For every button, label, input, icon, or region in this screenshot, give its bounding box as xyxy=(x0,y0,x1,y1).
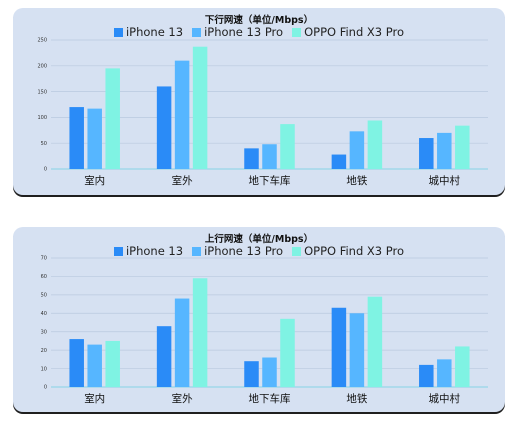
upload-chart-card: 上行网速（单位/Mbps） iPhone 13 iPhone 13 Pro OP… xyxy=(13,227,505,412)
y-tick-label: 40 xyxy=(41,311,47,317)
bar[interactable] xyxy=(419,138,434,169)
bar[interactable] xyxy=(156,326,172,387)
chart-legend: iPhone 13 iPhone 13 Pro OPPO Find X3 Pro xyxy=(13,25,505,39)
bar[interactable] xyxy=(174,60,190,169)
bar[interactable] xyxy=(262,144,277,169)
bar[interactable] xyxy=(455,346,470,387)
bar[interactable] xyxy=(455,125,470,169)
legend-swatch xyxy=(113,27,123,37)
legend-swatch xyxy=(292,27,302,37)
bar[interactable] xyxy=(174,298,190,387)
bar[interactable] xyxy=(331,307,347,387)
y-tick-label: 10 xyxy=(41,366,47,372)
legend-swatch xyxy=(192,246,202,256)
legend-item-iphone13pro[interactable]: iPhone 13 Pro xyxy=(192,25,283,39)
x-category-label: 城中村 xyxy=(429,392,461,405)
x-category-label: 室内 xyxy=(84,174,105,187)
chart-title: 上行网速（单位/Mbps） xyxy=(204,234,314,245)
bar[interactable] xyxy=(280,124,295,169)
x-category-label: 地铁 xyxy=(346,174,367,187)
legend-label: iPhone 13 Pro xyxy=(204,244,284,258)
y-tick-label: 250 xyxy=(37,38,47,44)
bar[interactable] xyxy=(280,318,295,387)
legend-swatch xyxy=(113,246,123,256)
legend-label: iPhone 13 Pro xyxy=(204,25,284,39)
bar[interactable] xyxy=(349,131,365,169)
legend-item-oppo-find-x3-pro[interactable]: OPPO Find X3 Pro xyxy=(292,25,404,39)
legend-label: OPPO Find X3 Pro xyxy=(304,244,405,258)
bar[interactable] xyxy=(437,359,452,387)
bar[interactable] xyxy=(156,86,172,169)
y-tick-label: 70 xyxy=(41,256,47,262)
bar[interactable] xyxy=(419,364,434,387)
bar[interactable] xyxy=(262,357,277,387)
chart-legend: iPhone 13 iPhone 13 Pro OPPO Find X3 Pro xyxy=(13,244,505,258)
x-category-label: 室外 xyxy=(172,174,193,187)
x-category-label: 地下车库 xyxy=(249,174,291,187)
bar[interactable] xyxy=(192,46,208,169)
x-category-label: 城中村 xyxy=(429,174,461,187)
bar[interactable] xyxy=(87,344,102,387)
bar[interactable] xyxy=(69,107,84,169)
bar[interactable] xyxy=(244,361,259,387)
x-category-label: 地下车库 xyxy=(249,392,291,405)
bar[interactable] xyxy=(331,154,347,169)
bar[interactable] xyxy=(437,132,452,169)
bar[interactable] xyxy=(87,108,102,169)
legend-label: iPhone 13 xyxy=(125,25,184,39)
y-tick-label: 20 xyxy=(41,348,47,354)
download-bar-chart: 0 50 100 150 200 250 室内 室外 地下车库 地铁 城中村 xyxy=(37,38,488,187)
chart-title: 下行网速（单位/Mbps） xyxy=(204,15,314,26)
legend-label: OPPO Find X3 Pro xyxy=(304,25,405,39)
bar[interactable] xyxy=(367,120,383,169)
y-tick-label: 0 xyxy=(44,167,47,173)
y-tick-label: 50 xyxy=(41,293,47,299)
legend-item-iphone13pro[interactable]: iPhone 13 Pro xyxy=(192,244,283,258)
y-tick-label: 150 xyxy=(37,89,47,95)
y-tick-label: 100 xyxy=(37,115,47,121)
upload-bar-chart: 0 10 20 30 40 50 60 70 室内 室外 地下车库 地铁 城中村 xyxy=(41,256,488,405)
bar[interactable] xyxy=(105,68,120,169)
legend-swatch xyxy=(292,246,302,256)
y-tick-label: 200 xyxy=(37,64,47,70)
x-category-label: 室外 xyxy=(172,392,193,405)
x-category-label: 地铁 xyxy=(346,392,367,405)
y-tick-label: 50 xyxy=(41,141,47,147)
y-tick-label: 0 xyxy=(44,385,47,391)
y-tick-label: 60 xyxy=(41,274,47,280)
bar[interactable] xyxy=(192,278,208,387)
legend-item-oppo-find-x3-pro[interactable]: OPPO Find X3 Pro xyxy=(292,244,404,258)
bar[interactable] xyxy=(367,296,383,387)
bar[interactable] xyxy=(69,339,84,387)
y-tick-label: 30 xyxy=(41,329,47,335)
legend-item-iphone13[interactable]: iPhone 13 xyxy=(113,244,184,258)
legend-item-iphone13[interactable]: iPhone 13 xyxy=(113,25,184,39)
bar[interactable] xyxy=(105,340,120,387)
bar[interactable] xyxy=(349,313,365,387)
legend-swatch xyxy=(192,27,202,37)
download-chart-card: 下行网速（单位/Mbps） iPhone 13 iPhone 13 Pro OP… xyxy=(13,8,505,195)
bar[interactable] xyxy=(244,148,259,169)
x-category-label: 室内 xyxy=(84,392,105,405)
legend-label: iPhone 13 xyxy=(125,244,184,258)
